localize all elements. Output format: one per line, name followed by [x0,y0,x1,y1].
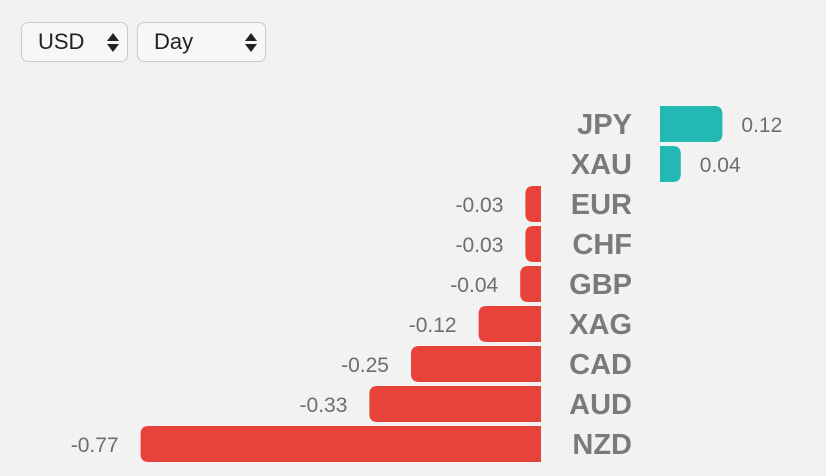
currency-label-gbp: GBP [569,269,632,301]
value-label-gbp: -0.04 [450,274,498,297]
currency-select-value: USD [38,29,85,54]
bar-xag [478,306,541,342]
currency-label-chf: CHF [572,229,632,261]
period-select[interactable]: Day [137,22,266,62]
value-label-aud: -0.33 [300,394,348,417]
currency-select[interactable]: USD [21,22,128,62]
bar-eur [525,186,541,222]
currency-label-aud: AUD [569,389,632,421]
value-label-eur: -0.03 [456,194,504,217]
bar-xau [660,146,681,182]
currency-label-nzd: NZD [572,429,632,461]
value-label-chf: -0.03 [456,234,504,257]
bar-gbp [520,266,541,302]
bar-jpy [660,106,723,142]
currency-label-jpy: JPY [577,109,632,141]
bar-cad [411,346,541,382]
value-label-jpy: 0.12 [741,114,782,137]
currency-label-cad: CAD [569,349,632,381]
bar-nzd [140,426,541,462]
select-arrows-icon [107,32,119,52]
value-label-xag: -0.12 [409,314,457,337]
currency-label-eur: EUR [571,189,632,221]
select-arrows-icon [245,32,257,52]
currency-label-xau: XAU [571,149,632,181]
currency-label-xag: XAG [569,309,632,341]
period-select-value: Day [154,29,194,54]
value-label-cad: -0.25 [341,354,389,377]
value-label-nzd: -0.77 [71,434,119,457]
value-label-xau: 0.04 [700,154,741,177]
bar-chf [525,226,541,262]
controls-bar: USD Day [21,22,266,62]
bar-aud [369,386,541,422]
